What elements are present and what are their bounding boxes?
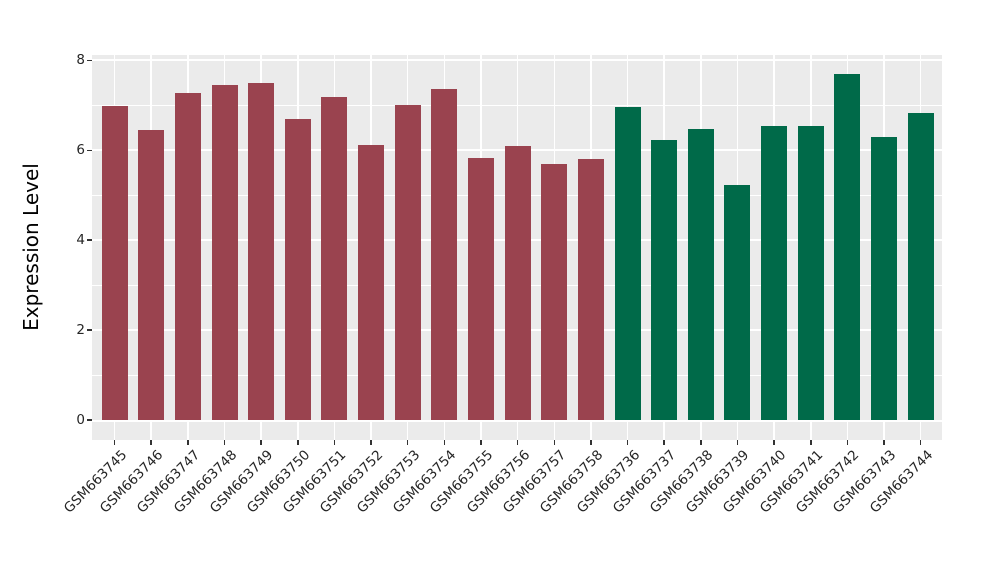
y-tick-label: 6 [76, 142, 85, 159]
x-axis-tick [297, 440, 299, 445]
x-axis-tick [883, 440, 885, 445]
horizontal-major-gridline [92, 59, 942, 62]
bar-GSM663749 [248, 83, 275, 420]
x-axis-tick [773, 440, 775, 445]
x-axis-tick [516, 440, 519, 445]
bar-GSM663745 [101, 105, 128, 420]
bar-GSM663757 [541, 163, 568, 420]
horizontal-major-gridline [92, 420, 942, 422]
x-axis-tick [846, 440, 849, 445]
x-axis-tick [223, 440, 226, 445]
bar-GSM663741 [797, 125, 824, 420]
bar-GSM663753 [394, 105, 421, 420]
y-axis-tick [87, 419, 92, 421]
bar-GSM663739 [724, 185, 751, 420]
y-tick-label: 0 [76, 412, 85, 428]
bar-GSM663756 [504, 145, 531, 420]
plot-panel [92, 55, 942, 440]
bar-GSM663738 [687, 129, 714, 420]
bar-GSM663743 [871, 136, 898, 420]
y-tick-label: 4 [76, 232, 85, 249]
x-axis-tick [810, 440, 812, 445]
horizontal-minor-gridline [92, 104, 942, 106]
x-axis-tick [150, 440, 152, 445]
bar-GSM663755 [468, 158, 494, 420]
bar-GSM663747 [174, 92, 201, 420]
x-axis-tick [187, 440, 189, 445]
x-axis-tick [736, 440, 739, 445]
x-axis-tick [113, 440, 116, 445]
bar-GSM663742 [834, 73, 861, 420]
x-axis-tick [443, 440, 446, 445]
x-axis-tick [553, 440, 556, 445]
y-axis-tick [87, 149, 92, 152]
y-tick-label: 2 [76, 322, 85, 339]
bar-GSM663758 [577, 159, 604, 420]
bar-GSM663736 [614, 107, 641, 420]
bar-GSM663754 [431, 88, 458, 420]
y-axis-title: Expression Level [19, 163, 43, 331]
bar-GSM663744 [907, 112, 934, 420]
bar-GSM663748 [211, 84, 238, 420]
x-axis-tick [333, 440, 336, 445]
x-axis-tick [370, 440, 372, 445]
x-axis-tick [590, 440, 592, 445]
bar-GSM663737 [651, 140, 678, 420]
y-axis-tick [87, 59, 92, 62]
x-axis-tick [406, 440, 409, 445]
x-axis-tick [260, 440, 262, 445]
bar-GSM663750 [284, 118, 311, 420]
x-axis-tick [626, 440, 629, 445]
y-axis-tick [87, 329, 92, 331]
y-axis-tick [87, 239, 92, 241]
x-axis-tick [700, 440, 702, 445]
bar-GSM663752 [358, 144, 385, 420]
bar-GSM663740 [761, 125, 788, 420]
bar-GSM663746 [138, 129, 165, 420]
y-tick-label: 8 [76, 52, 85, 69]
x-axis-tick [480, 440, 482, 445]
x-axis-tick [663, 440, 665, 445]
bar-GSM663751 [321, 97, 348, 420]
x-axis-tick [919, 440, 922, 445]
